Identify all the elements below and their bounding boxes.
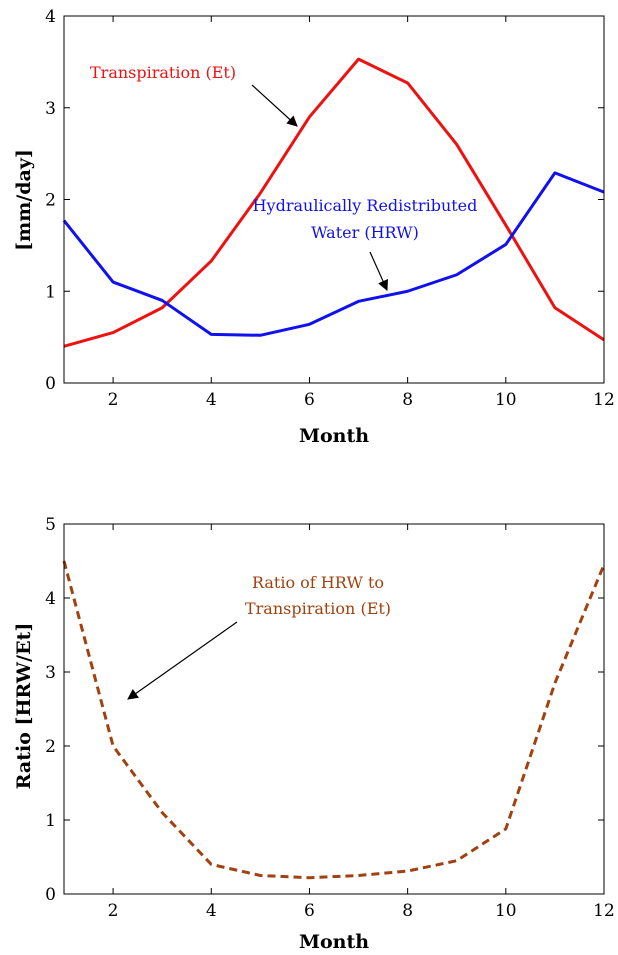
top-series [62,57,605,348]
x-tick-label: 6 [304,390,315,410]
bottom-xlabel: Month [299,931,369,953]
annotation-ratio-line2: Transpiration (Et) [245,599,391,618]
annotation-hrw-line1: Hydraulically Redistributed [253,196,478,215]
x-tick-label: 10 [495,901,517,921]
y-tick-label: 4 [45,7,56,27]
annotation-ratio-line1: Ratio of HRW to [252,573,384,592]
annotation-hrw-arrow [369,251,388,291]
x-tick-label: 4 [206,901,217,921]
y-tick-label: 1 [45,282,56,302]
y-tick-label: 4 [45,589,56,609]
x-tick-label: 4 [206,390,217,410]
x-tick-label: 2 [108,901,119,921]
series-line-1 [62,171,605,337]
top-ylabel: [mm/day] [13,149,35,251]
annotation-transpiration: Transpiration (Et) [90,63,236,82]
y-tick-label: 1 [45,811,56,831]
y-tick-label: 3 [45,663,56,683]
x-tick-label: 12 [593,390,615,410]
x-tick-label: 8 [402,390,413,410]
series-line-0 [63,57,605,348]
x-tick-label: 6 [304,901,315,921]
series-line-0 [62,560,606,880]
x-tick-label: 10 [495,390,517,410]
top-xlabel: Month [299,425,369,447]
bottom-plot-frame [63,523,605,895]
y-tick-label: 3 [45,99,56,119]
y-tick-label: 0 [45,885,56,905]
top-plot-frame [63,15,605,384]
annotation-hrw-line2: Water (HRW) [311,223,419,242]
x-tick-label: 12 [593,901,615,921]
bottom-ylabel: Ratio [HRW/Et] [13,623,35,790]
y-tick-label: 2 [45,737,56,757]
x-tick-label: 8 [402,901,413,921]
y-tick-label: 5 [45,515,56,535]
x-tick-label: 2 [108,390,119,410]
y-tick-label: 2 [45,191,56,211]
y-tick-label: 0 [45,374,56,394]
annotation-transpiration-arrow [251,84,298,127]
bottom-series [62,560,606,880]
annotation-ratio-arrow [127,621,238,700]
